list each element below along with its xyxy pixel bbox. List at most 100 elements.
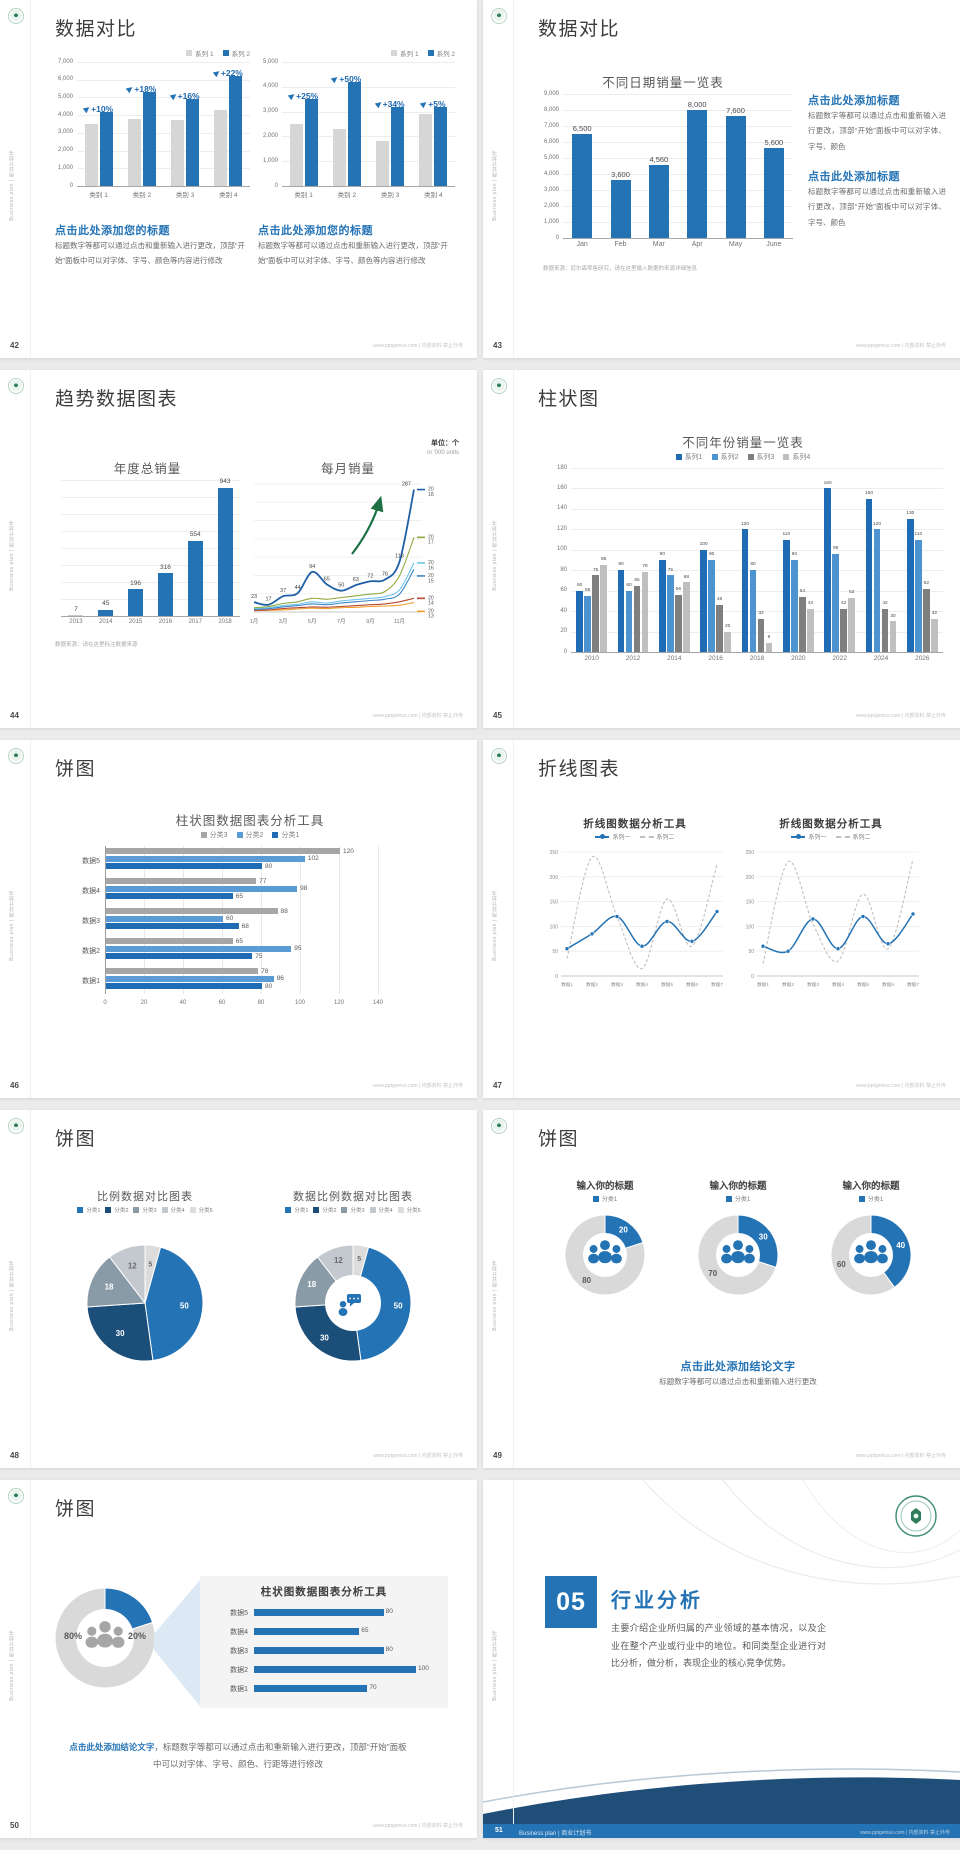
bar	[848, 597, 855, 652]
legend-item: 分类1	[725, 1194, 750, 1203]
chart-title: 不同日期销量一览表	[602, 76, 724, 90]
grid-line	[61, 548, 240, 549]
value-label: 50	[338, 583, 344, 589]
legend-marker-icon	[77, 1207, 84, 1213]
bar	[106, 893, 233, 900]
person-icon	[744, 1253, 755, 1264]
grid-line	[571, 488, 943, 490]
slide-47[interactable]: Business plan | 商业计划书 折线图表 折线图数据分析工具 折线图…	[483, 740, 960, 1098]
growth-arrow-icon	[351, 495, 384, 555]
legend-item: 分类3	[133, 1206, 157, 1214]
slide-51[interactable]: Business plan | 商业计划书 05 行业分析 主要介绍企业所归属的…	[483, 1480, 960, 1838]
bar	[683, 582, 690, 652]
axis-tick: 5,000	[543, 154, 559, 161]
category-label: 2026	[915, 655, 930, 662]
legend-marker-icon	[313, 1207, 320, 1213]
person-icon	[722, 1245, 731, 1253]
pie-svg: 40 60	[830, 1214, 912, 1296]
bar	[254, 1628, 360, 1635]
legend-marker-icon	[675, 454, 682, 460]
grid-line	[282, 111, 455, 113]
panel-title: 柱状图数据图表分析工具	[260, 1586, 388, 1598]
bar	[791, 560, 798, 652]
category-label: 类别 2	[337, 192, 357, 199]
slide-44[interactable]: Business plan | 商业计划书 趋势数据图表 单位：个 in '00…	[0, 370, 477, 728]
slide-45[interactable]: Business plan | 商业计划书 柱状图 不同年份销量一览表 系列1 系…	[483, 370, 960, 728]
axis-tick: 6,000	[57, 76, 73, 83]
slide-46[interactable]: Business plan | 商业计划书 饼图 柱状图数据图表分析工具 分类3…	[0, 740, 477, 1098]
chart-title: 数据比例数据对比图表	[293, 1191, 413, 1203]
legend-item: 分类1	[858, 1194, 883, 1203]
brand-logo-icon	[8, 8, 24, 24]
bar	[434, 106, 448, 186]
line-chart: 250 200 150 100 50 0 数据1 数据2 数据3 数据4 数据5 数据6 数据7	[737, 846, 925, 998]
data-point	[760, 943, 766, 949]
value-label: 44	[295, 585, 301, 591]
slide-49[interactable]: Business plan | 商业计划书 饼图 输入你的标题 输入你的标题 输…	[483, 1110, 960, 1468]
line-series	[253, 537, 415, 609]
value-label: 4,560	[649, 154, 669, 164]
data-point	[664, 919, 670, 924]
legend-marker-icon	[341, 1207, 348, 1213]
left-divider	[30, 1110, 31, 1468]
slide-48[interactable]: Business plan | 商业计划书 饼图 比例数据对比图表 数据比例数据…	[0, 1110, 477, 1468]
chart-title: 输入你的标题	[576, 1181, 634, 1192]
value-label: 55	[584, 587, 591, 593]
data-point	[639, 943, 645, 949]
block-title: 点击此处添加标题	[808, 171, 900, 183]
line-series	[253, 569, 415, 610]
pie-slice	[352, 1246, 412, 1362]
brand-logo-icon	[491, 378, 507, 394]
value-label: 54	[799, 589, 805, 594]
value-label: 160	[823, 480, 832, 486]
side-caption: Business plan | 商业计划书	[492, 890, 498, 962]
value-label: 110	[782, 531, 791, 537]
chart-legend: 分类1	[806, 1194, 936, 1203]
value-label: 75	[255, 952, 263, 960]
block-body: 标题数字等都可以通过点击和重新输入进行更改，顶部“开始”面板中可以对字体、字号、…	[808, 111, 946, 151]
axis-tick: 60	[218, 1000, 226, 1006]
legend-item: 系列 1	[391, 48, 419, 58]
block-title: 点击此处添加您的标题	[55, 225, 170, 237]
slice-label: 18	[105, 1282, 114, 1291]
bar	[617, 570, 625, 652]
bar	[923, 588, 930, 652]
category-label: 类别 4	[219, 192, 238, 199]
person-icon	[855, 1245, 864, 1253]
page-title: 数据对比	[538, 19, 621, 40]
person-icon	[612, 1245, 621, 1253]
category-label: May	[728, 241, 743, 248]
annotation: +25%	[276, 86, 331, 104]
grid-line	[77, 168, 250, 170]
unit-label: 单位：个 in '000 units	[427, 440, 459, 456]
person-icon	[878, 1245, 887, 1253]
value-label: 65	[361, 1627, 369, 1634]
value-label: 943	[219, 478, 231, 486]
arrow-up-icon	[212, 68, 222, 78]
bar	[106, 938, 233, 944]
category-label: 2014	[99, 619, 113, 625]
swoosh-decoration	[483, 1480, 960, 1838]
grid-line	[571, 468, 943, 469]
slice-label: 12	[334, 1256, 343, 1265]
category-label: 类别 1	[89, 192, 108, 199]
chart-title: 年度总销量	[113, 462, 182, 476]
value-label: 32	[931, 611, 937, 617]
slide-42[interactable]: Business plan | 商业计划书 数据对比 系列 1 系列 2 系列 1…	[0, 0, 477, 358]
bar-panel: 柱状图数据图表分析工具 数据5 80 数据4 65 数据3 80 数据2 100 数据1 70	[200, 1576, 448, 1708]
legend-marker-icon	[747, 454, 754, 460]
year-label: 20 14	[428, 595, 434, 606]
page-number: 51	[495, 1827, 503, 1834]
side-caption: Business plan | 商业计划书	[9, 520, 15, 592]
grid-line	[563, 126, 793, 127]
slide-50[interactable]: Business plan | 商业计划书 饼图 80% 20% 柱状图数据图表…	[0, 1480, 477, 1838]
year-label: 20 18	[428, 487, 434, 498]
value-label: 45	[102, 600, 110, 608]
bar	[840, 609, 847, 652]
slide-43[interactable]: Business plan | 商业计划书 数据对比 不同日期销量一览表 9,0…	[483, 0, 960, 358]
value-label: 90	[791, 552, 797, 558]
footer-site: www.pptgenius.com | 内部资料 禁止外传	[856, 343, 946, 349]
left-divider	[513, 1480, 514, 1838]
bar	[889, 621, 897, 652]
value-label: 86	[276, 975, 284, 983]
